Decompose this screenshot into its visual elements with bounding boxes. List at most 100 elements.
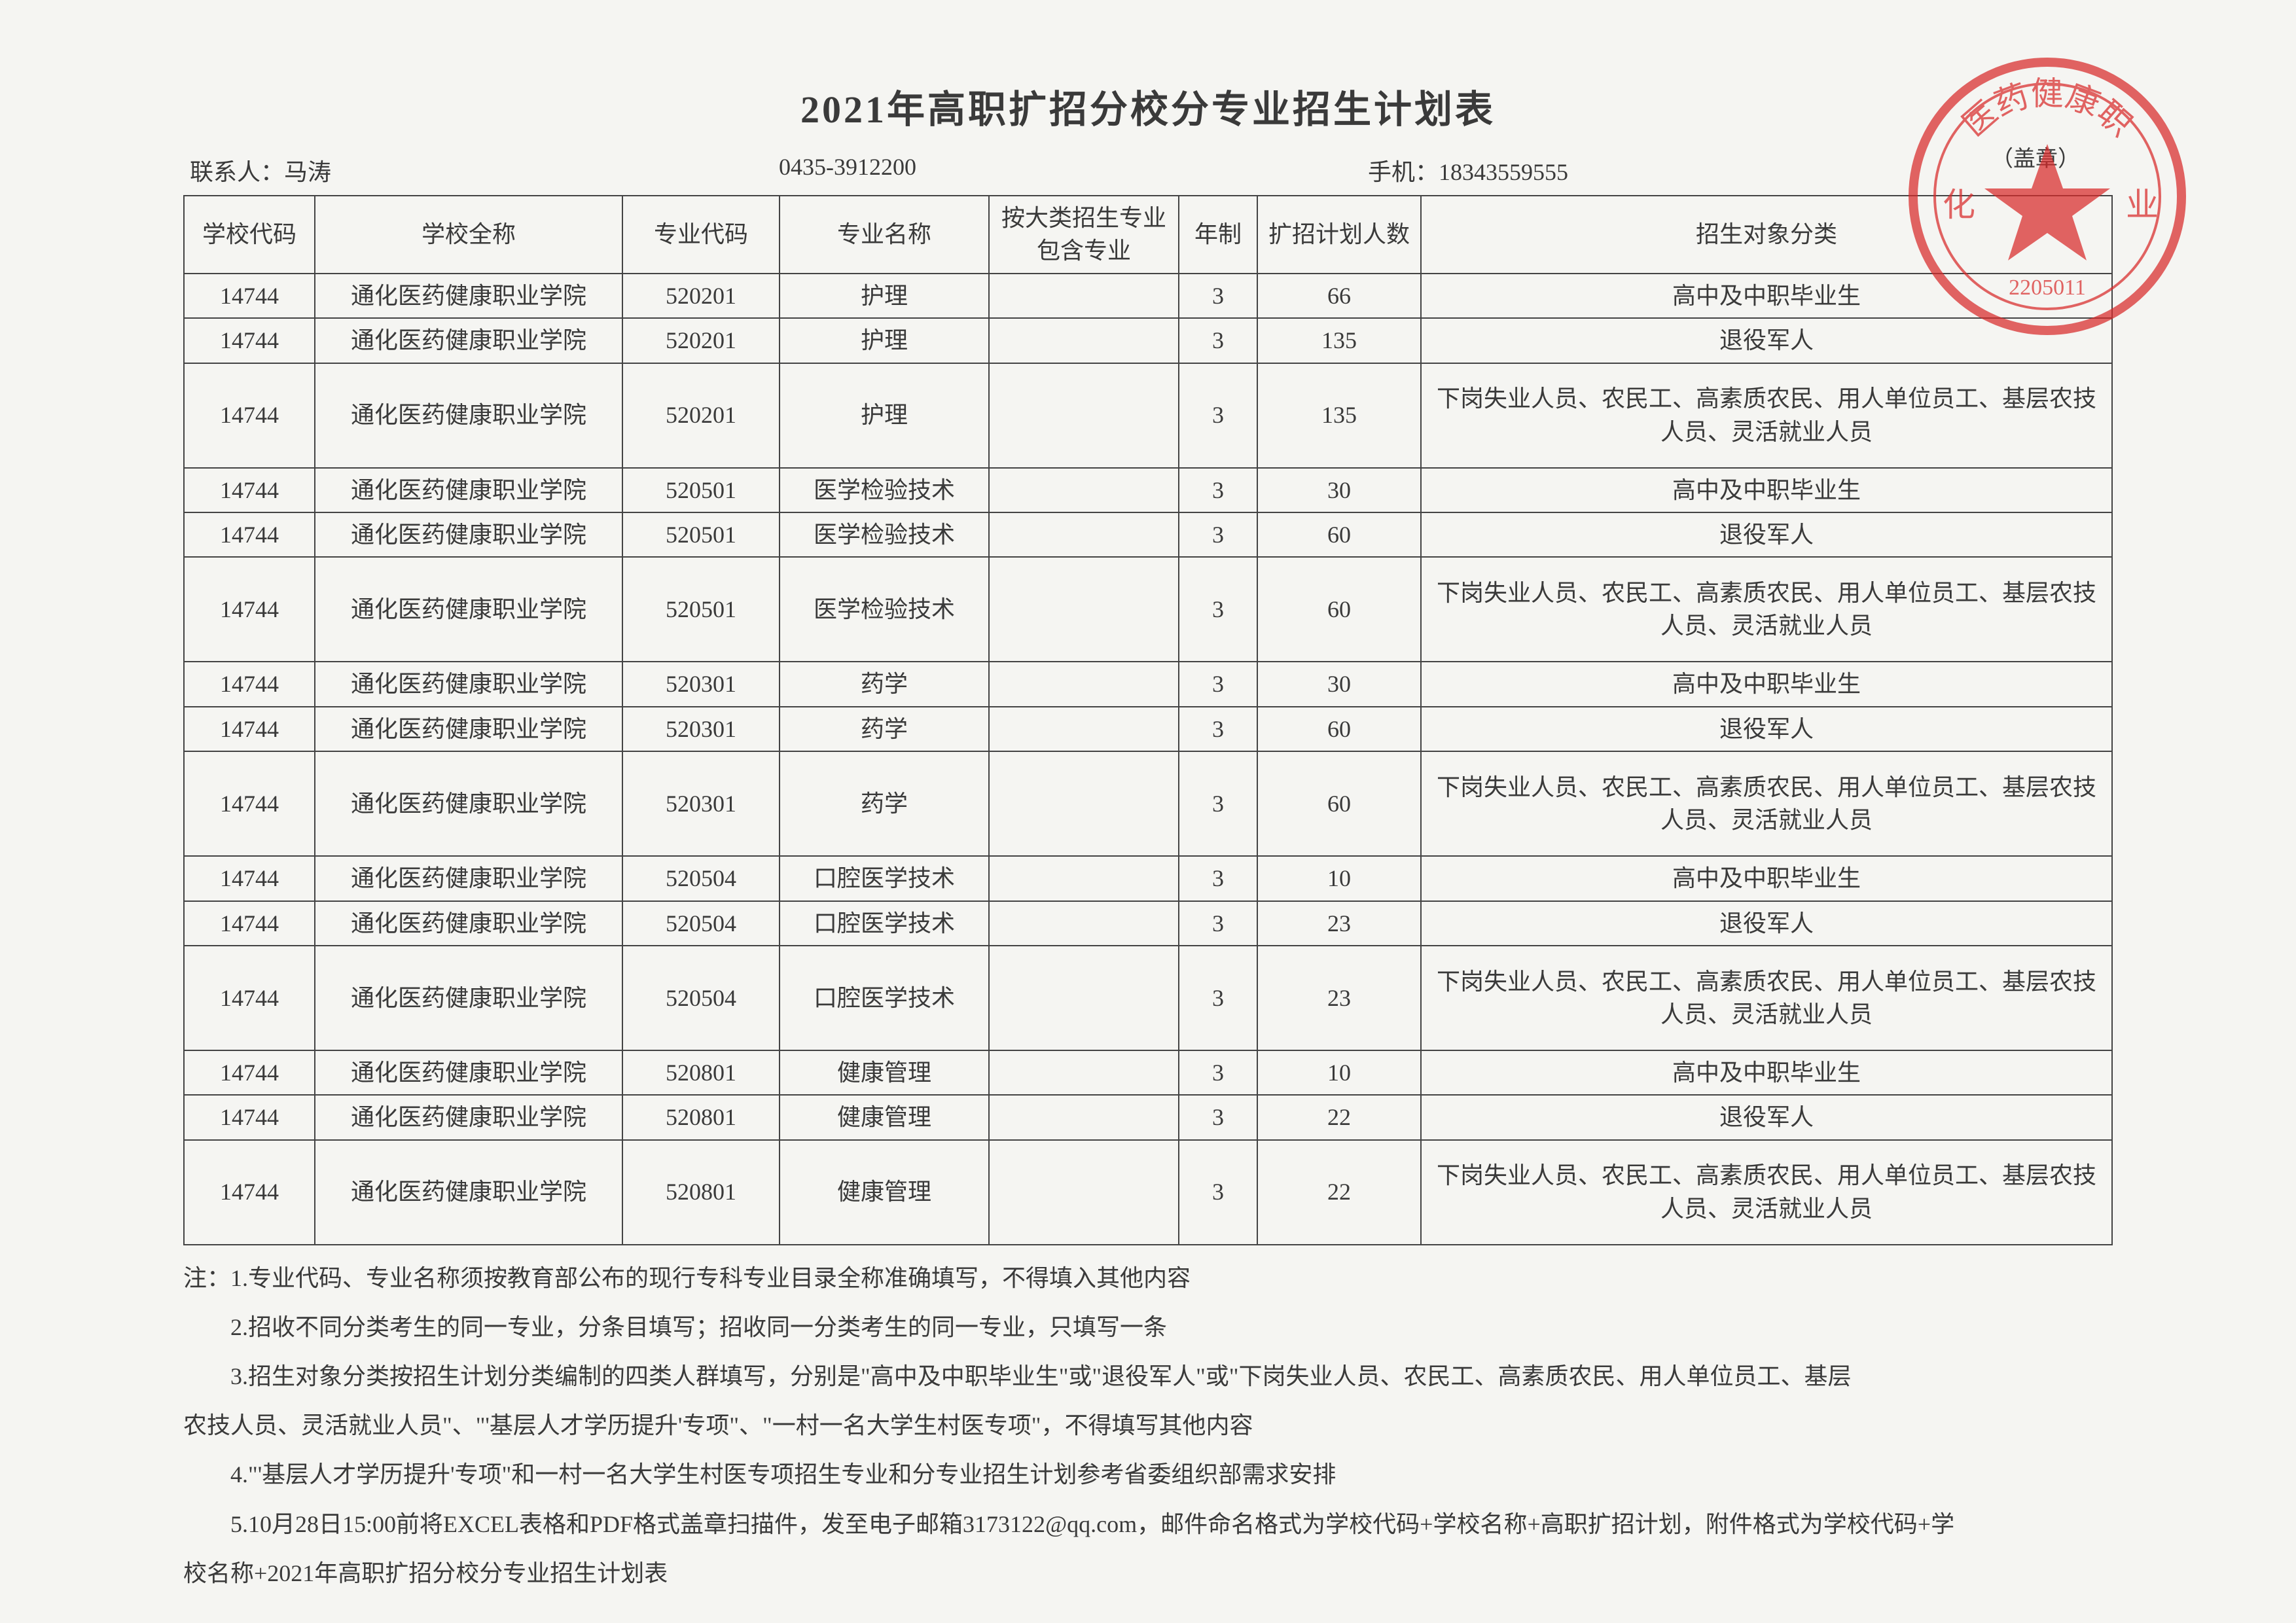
cell-years: 3	[1179, 751, 1257, 856]
cell-target: 退役军人	[1421, 1095, 2112, 1139]
contact-person-name: 马涛	[284, 159, 331, 185]
cell-school-code: 14744	[184, 662, 315, 706]
note-5a: 5.10月28日15:00前将EXCEL表格和PDF格式盖章扫描件，发至电子邮箱…	[183, 1505, 2113, 1544]
cell-target: 高中及中职毕业生	[1421, 1050, 2112, 1095]
cell-target: 下岗失业人员、农民工、高素质农民、用人单位员工、基层农技人员、灵活就业人员	[1421, 363, 2112, 468]
cell-school-name: 通化医药健康职业学院	[315, 707, 622, 751]
contact-mobile-number: 18343559555	[1439, 159, 1568, 185]
cell-major-code: 520201	[622, 318, 780, 363]
seal-label: （盖章）	[1991, 141, 2080, 173]
cell-years: 3	[1179, 318, 1257, 363]
cell-major-code: 520504	[622, 946, 780, 1050]
table-row: 14744通化医药健康职业学院520801健康管理322下岗失业人员、农民工、高…	[184, 1140, 2112, 1245]
cell-include	[989, 1140, 1179, 1245]
note-4: 4."'基层人才学历提升'专项"和一村一名大学生村医专项招生专业和分专业招生计划…	[183, 1455, 2113, 1495]
cell-target: 退役军人	[1421, 512, 2112, 557]
notes-section: 注：1.专业代码、专业名称须按教育部公布的现行专科专业目录全称准确填写，不得填入…	[183, 1258, 2113, 1594]
header-target: 招生对象分类	[1421, 196, 2112, 274]
header-school-code: 学校代码	[184, 196, 315, 274]
table-row: 14744通化医药健康职业学院520504口腔医学技术323退役军人	[184, 901, 2112, 946]
cell-years: 3	[1179, 1095, 1257, 1139]
cell-school-code: 14744	[184, 274, 315, 318]
cell-count: 60	[1257, 707, 1421, 751]
contact-person: 联系人：马涛	[190, 153, 779, 187]
cell-major-name: 护理	[780, 363, 989, 468]
cell-include	[989, 318, 1179, 363]
cell-years: 3	[1179, 707, 1257, 751]
cell-include	[989, 946, 1179, 1050]
cell-include	[989, 363, 1179, 468]
note-2: 2.招收不同分类考生的同一专业，分条目填写；招收同一分类考生的同一专业，只填写一…	[183, 1308, 2113, 1347]
table-row: 14744通化医药健康职业学院520501医学检验技术360退役军人	[184, 512, 2112, 557]
header-major-code: 专业代码	[622, 196, 780, 274]
table-row: 14744通化医药健康职业学院520201护理3135下岗失业人员、农民工、高素…	[184, 363, 2112, 468]
cell-target: 下岗失业人员、农民工、高素质农民、用人单位员工、基层农技人员、灵活就业人员	[1421, 751, 2112, 856]
cell-school-name: 通化医药健康职业学院	[315, 856, 622, 901]
cell-major-name: 口腔医学技术	[780, 946, 989, 1050]
cell-school-code: 14744	[184, 1095, 315, 1139]
cell-years: 3	[1179, 468, 1257, 512]
cell-years: 3	[1179, 856, 1257, 901]
cell-major-name: 口腔医学技术	[780, 901, 989, 946]
note-5b: 校名称+2021年高职扩招分校分专业招生计划表	[183, 1554, 2113, 1594]
cell-school-name: 通化医药健康职业学院	[315, 363, 622, 468]
cell-count: 30	[1257, 662, 1421, 706]
cell-school-code: 14744	[184, 856, 315, 901]
cell-major-code: 520301	[622, 662, 780, 706]
cell-major-name: 医学检验技术	[780, 512, 989, 557]
cell-major-code: 520301	[622, 751, 780, 856]
table-row: 14744通化医药健康职业学院520301药学330高中及中职毕业生	[184, 662, 2112, 706]
cell-include	[989, 901, 1179, 946]
cell-years: 3	[1179, 662, 1257, 706]
cell-count: 23	[1257, 946, 1421, 1050]
cell-major-code: 520504	[622, 901, 780, 946]
cell-major-code: 520201	[622, 363, 780, 468]
note-3b: 农技人员、灵活就业人员"、"'基层人才学历提升'专项"、"一村一名大学生村医专项…	[183, 1406, 2113, 1446]
cell-count: 60	[1257, 751, 1421, 856]
cell-school-name: 通化医药健康职业学院	[315, 512, 622, 557]
cell-count: 60	[1257, 512, 1421, 557]
cell-years: 3	[1179, 1050, 1257, 1095]
cell-school-name: 通化医药健康职业学院	[315, 557, 622, 662]
cell-major-name: 药学	[780, 751, 989, 856]
contact-phone: 0435-3912200	[779, 153, 1368, 187]
cell-major-name: 护理	[780, 318, 989, 363]
note-3a: 3.招生对象分类按招生计划分类编制的四类人群填写，分别是"高中及中职毕业生"或"…	[183, 1357, 2113, 1397]
cell-years: 3	[1179, 557, 1257, 662]
table-row: 14744通化医药健康职业学院520504口腔医学技术323下岗失业人员、农民工…	[184, 946, 2112, 1050]
cell-target: 高中及中职毕业生	[1421, 662, 2112, 706]
cell-target: 退役军人	[1421, 901, 2112, 946]
header-count: 扩招计划人数	[1257, 196, 1421, 274]
table-row: 14744通化医药健康职业学院520201护理366高中及中职毕业生	[184, 274, 2112, 318]
cell-count: 10	[1257, 1050, 1421, 1095]
cell-years: 3	[1179, 1140, 1257, 1245]
cell-major-code: 520301	[622, 707, 780, 751]
cell-school-name: 通化医药健康职业学院	[315, 1050, 622, 1095]
cell-include	[989, 557, 1179, 662]
contact-person-label: 联系人：	[190, 159, 284, 185]
cell-school-name: 通化医药健康职业学院	[315, 751, 622, 856]
cell-major-code: 520504	[622, 856, 780, 901]
cell-major-code: 520501	[622, 512, 780, 557]
cell-years: 3	[1179, 512, 1257, 557]
cell-school-name: 通化医药健康职业学院	[315, 468, 622, 512]
cell-school-code: 14744	[184, 363, 315, 468]
cell-years: 3	[1179, 363, 1257, 468]
cell-target: 高中及中职毕业生	[1421, 856, 2112, 901]
cell-major-name: 健康管理	[780, 1140, 989, 1245]
contact-row: 联系人：马涛 0435-3912200 手机：18343559555	[183, 153, 2113, 187]
cell-include	[989, 274, 1179, 318]
cell-target: 高中及中职毕业生	[1421, 274, 2112, 318]
table-row: 14744通化医药健康职业学院520301药学360退役军人	[184, 707, 2112, 751]
table-row: 14744通化医药健康职业学院520301药学360下岗失业人员、农民工、高素质…	[184, 751, 2112, 856]
cell-include	[989, 1095, 1179, 1139]
header-school-name: 学校全称	[315, 196, 622, 274]
cell-target: 退役军人	[1421, 707, 2112, 751]
cell-school-name: 通化医药健康职业学院	[315, 901, 622, 946]
cell-school-name: 通化医药健康职业学院	[315, 1095, 622, 1139]
cell-target: 下岗失业人员、农民工、高素质农民、用人单位员工、基层农技人员、灵活就业人员	[1421, 557, 2112, 662]
cell-major-name: 健康管理	[780, 1050, 989, 1095]
cell-school-code: 14744	[184, 468, 315, 512]
cell-years: 3	[1179, 946, 1257, 1050]
cell-major-name: 医学检验技术	[780, 557, 989, 662]
